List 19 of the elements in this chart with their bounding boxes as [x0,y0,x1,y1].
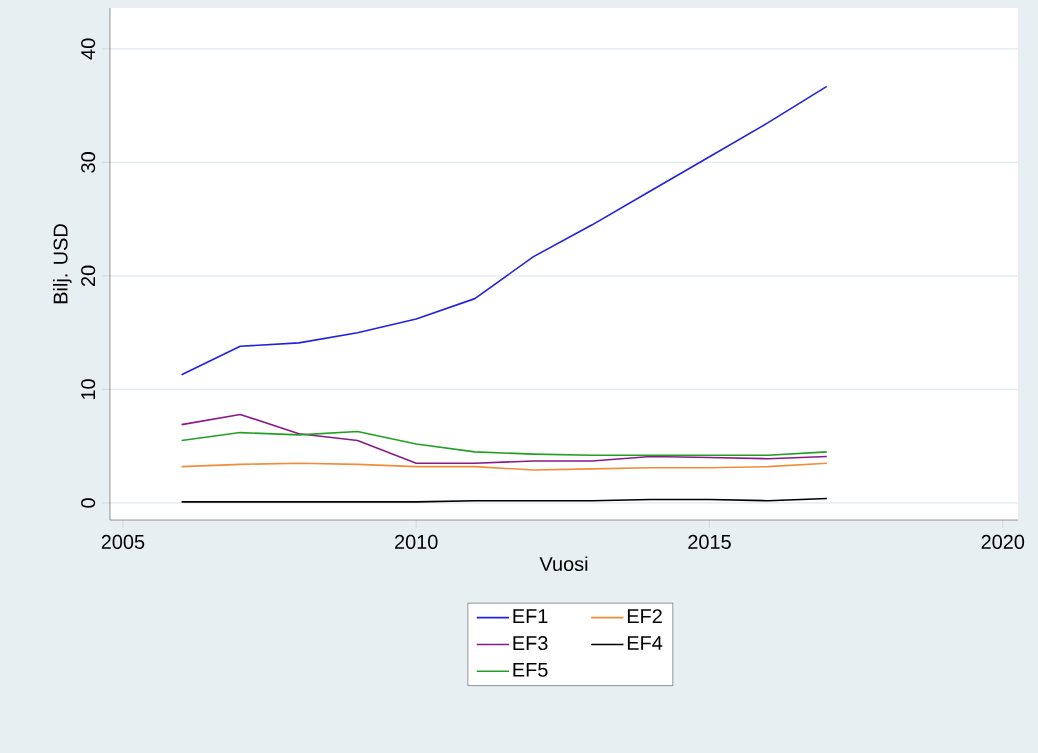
legend-label: EF5 [513,662,548,677]
x-tick-label: 2005 [101,534,145,549]
legend-label: EF2 [627,609,662,624]
y-axis-title: Bilj. USD [53,224,72,304]
line-series [180,85,828,376]
x-tick-label: 2020 [981,534,1025,549]
x-tick-label: 2015 [688,534,731,549]
line-series [180,462,828,471]
y-tick-label: 10 [81,379,96,400]
legend-label: EF4 [627,636,663,650]
y-tick-label: 20 [81,265,96,286]
y-tick-label: 40 [81,38,96,60]
legend-label: EF3 [513,636,548,651]
x-tick-label: 2010 [395,534,438,549]
legend-label: EF1 [513,609,548,623]
x-axis-title: Vuosi [539,556,588,572]
y-tick-label: 0 [81,498,96,508]
line-series [180,413,828,465]
y-tick-label: 30 [81,152,96,173]
